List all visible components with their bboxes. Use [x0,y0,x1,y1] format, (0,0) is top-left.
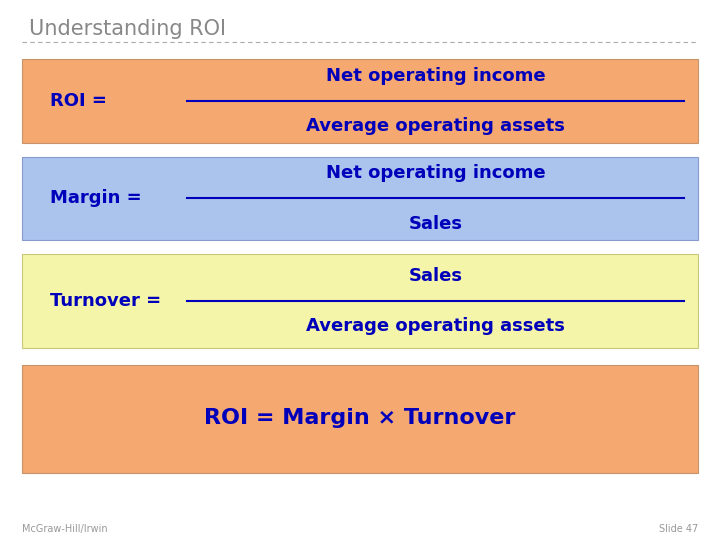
FancyBboxPatch shape [22,157,698,240]
FancyBboxPatch shape [22,254,698,348]
FancyBboxPatch shape [22,364,698,472]
FancyBboxPatch shape [22,59,698,143]
Text: McGraw-Hill/Irwin: McGraw-Hill/Irwin [22,523,107,534]
Text: Understanding ROI: Understanding ROI [29,19,226,39]
Text: ROI =: ROI = [50,92,107,110]
Text: Average operating assets: Average operating assets [306,317,565,335]
Text: Turnover =: Turnover = [50,292,161,310]
Text: Average operating assets: Average operating assets [306,117,565,136]
Text: Net operating income: Net operating income [325,67,546,85]
Text: Slide 47: Slide 47 [659,523,698,534]
Text: Sales: Sales [409,214,462,233]
Text: Sales: Sales [409,267,462,285]
Text: Net operating income: Net operating income [325,164,546,182]
Text: Margin =: Margin = [50,190,142,207]
Text: ROI = Margin × Turnover: ROI = Margin × Turnover [204,408,516,429]
